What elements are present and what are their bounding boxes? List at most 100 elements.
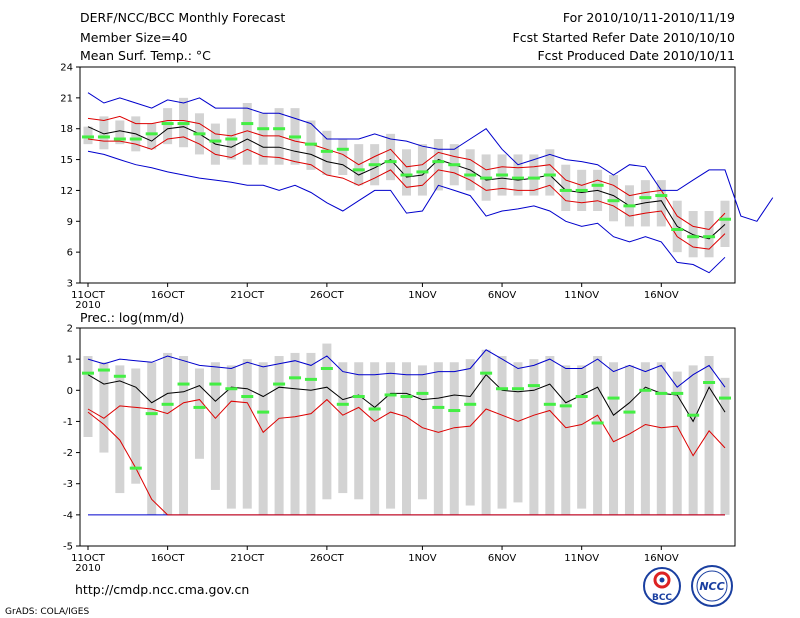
ncc-logo-text: NCC	[699, 580, 724, 593]
temperature-observed-mark	[177, 122, 190, 126]
precipitation-observed-mark	[352, 395, 365, 399]
temperature-observed-mark	[384, 160, 397, 164]
fcst-started: Fcst Started Refer Date 2010/10/10	[513, 30, 736, 45]
temperature-ensemble-box	[242, 103, 252, 165]
precipitation-ytick-label: -1	[63, 417, 73, 428]
precipitation-ensemble-box	[481, 349, 491, 515]
temperature-ensemble-box	[83, 126, 93, 145]
precipitation-year-label: 2010	[75, 563, 100, 574]
temperature-ensemble-box	[656, 180, 666, 227]
precipitation-observed-mark	[607, 396, 620, 400]
precipitation-ytick-label: 1	[67, 355, 73, 366]
temperature-ensemble-box	[258, 113, 268, 165]
precipitation-observed-mark	[432, 405, 445, 409]
temperature-observed-mark	[352, 168, 365, 172]
temperature-observed-mark	[655, 194, 668, 198]
temperature-observed-mark	[527, 176, 540, 180]
temperature-xtick-label: 16OCT	[151, 290, 186, 301]
precipitation-xtick-label: 6NOV	[488, 553, 517, 564]
precipitation-ensemble-box	[609, 362, 619, 515]
precipitation-ensemble-box	[354, 362, 364, 500]
temperature-observed-mark	[607, 199, 620, 203]
temperature-observed-mark	[543, 173, 556, 177]
temperature-observed-mark	[193, 132, 206, 136]
precipitation-ensemble-box	[402, 362, 411, 515]
precipitation-observed-mark	[416, 391, 429, 395]
temperature-observed-mark	[336, 147, 349, 151]
temperature-ensemble-box	[609, 175, 619, 222]
temperature-observed-mark	[639, 196, 652, 200]
precipitation-observed-mark	[113, 374, 126, 378]
precip-label: Prec.: log(mm/d)	[80, 310, 184, 325]
chart-title: DERF/NCC/BCC Monthly Forecast	[80, 10, 285, 25]
temperature-ensemble-box	[274, 108, 284, 165]
temperature-observed-mark	[432, 160, 445, 164]
precipitation-observed-mark	[161, 402, 174, 406]
precipitation-ytick-label: -3	[63, 479, 73, 490]
variable-label: Mean Surf. Temp.: °C	[80, 48, 211, 63]
precipitation-observed-mark	[511, 387, 524, 391]
precipitation-ensemble-box	[179, 356, 189, 515]
temperature-ensemble-box	[545, 149, 555, 196]
temperature-observed-mark	[225, 137, 238, 141]
precipitation-ensemble-box	[258, 362, 268, 515]
bcc-logo: BCC	[643, 567, 681, 605]
temperature-ensemble-box	[720, 200, 730, 247]
temperature-observed-mark	[496, 173, 509, 177]
temperature-observed-mark	[591, 183, 604, 187]
precipitation-ensemble-box	[322, 343, 332, 500]
precipitation-observed-mark	[623, 410, 636, 414]
temperature-observed-mark	[145, 132, 158, 136]
temperature-xtick-label: 26OCT	[310, 290, 345, 301]
precipitation-ensemble-box	[545, 356, 555, 515]
temperature-observed-mark	[257, 127, 270, 131]
temperature-ytick-label: 3	[67, 279, 73, 290]
temperature-observed-mark	[304, 142, 317, 146]
precipitation-observed-mark	[400, 395, 413, 399]
temperature-observed-mark	[416, 170, 429, 174]
precipitation-series-red	[87, 411, 725, 516]
temperature-ensemble-box	[163, 108, 173, 145]
temperature-ensemble-box	[99, 116, 109, 150]
temperature-xtick-label: 16NOV	[644, 290, 679, 301]
precipitation-series-red_mid	[87, 398, 726, 457]
precipitation-ensemble-box	[704, 356, 714, 515]
precipitation-ensemble-box	[720, 377, 730, 515]
precipitation-ensemble-box	[624, 365, 634, 515]
precipitation-observed-mark	[703, 381, 716, 384]
precipitation-ensemble-box	[194, 368, 204, 459]
precipitation-ensemble-box	[131, 368, 141, 484]
precipitation-observed-mark	[368, 407, 381, 411]
ncc-logo: NCC	[691, 565, 733, 607]
temperature-observed-mark	[113, 137, 126, 141]
precipitation-observed-mark	[671, 391, 684, 395]
precipitation-ensemble-box	[290, 352, 300, 515]
precipitation-ensemble-box	[163, 352, 173, 515]
temperature-observed-mark	[511, 176, 524, 180]
temperature-ensemble-box	[688, 211, 698, 258]
precipitation-ensemble-box	[672, 371, 682, 515]
temperature-ytick-label: 6	[67, 248, 73, 259]
temperature-observed-mark	[129, 137, 142, 141]
fcst-produced: Fcst Produced Date 2010/10/11	[537, 48, 735, 63]
temperature-ytick-label: 12	[60, 186, 73, 197]
temperature-xtick-label: 1NOV	[408, 290, 437, 301]
precipitation-ensemble-box	[513, 362, 523, 503]
temperature-observed-mark	[671, 228, 684, 232]
precipitation-observed-mark	[336, 402, 349, 406]
precipitation-observed-mark	[320, 366, 333, 370]
precipitation-ytick-label: -4	[63, 510, 73, 521]
precipitation-observed-mark	[639, 388, 652, 392]
temperature-ensemble-box	[433, 139, 443, 191]
temperature-xtick-label: 11OCT	[71, 290, 106, 301]
precipitation-ensemble-box	[449, 362, 459, 515]
temperature-ensemble-box	[322, 130, 332, 175]
precipitation-ensemble-box	[577, 365, 587, 509]
temperature-ensemble-box	[386, 133, 396, 181]
precipitation-observed-mark	[82, 371, 94, 375]
temperature-ensemble-box	[417, 144, 427, 196]
precipitation-observed-mark	[527, 384, 540, 388]
temperature-observed-mark	[719, 217, 731, 221]
temperature-xtick-label: 6NOV	[488, 290, 517, 301]
precipitation-frame	[79, 327, 736, 547]
